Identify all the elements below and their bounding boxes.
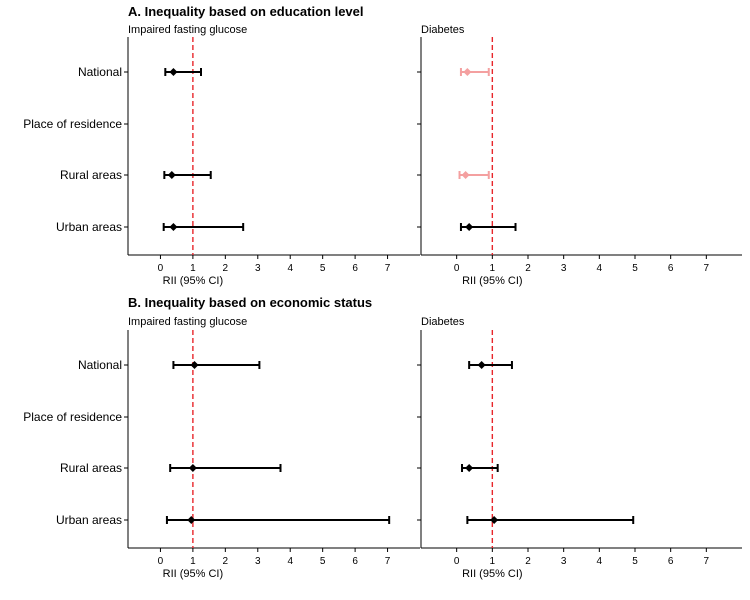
x-tick-label: 2 xyxy=(525,556,531,567)
section-title: A. Inequality based on education level xyxy=(128,4,364,19)
x-tick-label: 1 xyxy=(190,263,196,274)
x-axis-title: RII (95% CI) xyxy=(163,275,224,287)
x-tick-label: 7 xyxy=(385,556,391,567)
section-title: B. Inequality based on economic status xyxy=(128,295,372,310)
x-tick-label: 5 xyxy=(320,263,326,274)
row-label: Urban areas xyxy=(56,513,122,527)
x-tick-label: 5 xyxy=(632,263,638,274)
x-tick-label: 3 xyxy=(561,263,567,274)
estimate-point xyxy=(463,68,472,76)
x-tick-label: 0 xyxy=(158,263,164,274)
row-label: Rural areas xyxy=(60,461,122,475)
x-axis-title: RII (95% CI) xyxy=(462,275,523,287)
x-tick-label: 6 xyxy=(352,263,358,274)
x-tick-label: 2 xyxy=(223,556,229,567)
x-tick-label: 5 xyxy=(632,556,638,567)
x-tick-label: 3 xyxy=(255,263,261,274)
x-tick-label: 2 xyxy=(223,263,229,274)
x-tick-label: 1 xyxy=(490,556,496,567)
x-axis-title: RII (95% CI) xyxy=(462,568,523,580)
row-label: Place of residence xyxy=(23,117,122,131)
panel-title: Diabetes xyxy=(421,24,465,36)
x-tick-label: 7 xyxy=(704,556,710,567)
row-label: Urban areas xyxy=(56,220,122,234)
x-tick-label: 6 xyxy=(352,556,358,567)
x-tick-label: 1 xyxy=(190,556,196,567)
x-tick-label: 0 xyxy=(454,556,460,567)
panel-title: Impaired fasting glucose xyxy=(128,24,247,36)
panel-title: Diabetes xyxy=(421,316,465,328)
x-tick-label: 4 xyxy=(287,556,293,567)
x-tick-label: 4 xyxy=(287,263,293,274)
estimate-point xyxy=(190,361,199,369)
x-tick-label: 0 xyxy=(454,263,460,274)
estimate-point xyxy=(188,464,197,472)
estimate-point xyxy=(461,171,470,179)
x-tick-label: 7 xyxy=(385,263,391,274)
estimate-point xyxy=(465,464,474,472)
x-tick-label: 3 xyxy=(561,556,567,567)
x-tick-label: 6 xyxy=(668,263,674,274)
x-tick-label: 7 xyxy=(704,263,710,274)
estimate-point xyxy=(490,516,499,524)
estimate-point xyxy=(167,171,176,179)
estimate-point xyxy=(169,68,178,76)
estimate-point xyxy=(465,223,474,231)
x-tick-label: 5 xyxy=(320,556,326,567)
row-label: Rural areas xyxy=(60,168,122,182)
x-tick-label: 4 xyxy=(597,263,603,274)
estimate-point xyxy=(477,361,486,369)
row-label: National xyxy=(78,65,122,79)
x-tick-label: 0 xyxy=(158,556,164,567)
x-tick-label: 6 xyxy=(668,556,674,567)
panel-title: Impaired fasting glucose xyxy=(128,316,247,328)
x-tick-label: 2 xyxy=(525,263,531,274)
row-label: National xyxy=(78,358,122,372)
estimate-point xyxy=(187,516,196,524)
x-axis-title: RII (95% CI) xyxy=(163,568,224,580)
x-tick-label: 4 xyxy=(597,556,603,567)
row-label: Place of residence xyxy=(23,410,122,424)
estimate-point xyxy=(169,223,178,231)
x-tick-label: 1 xyxy=(490,263,496,274)
x-tick-label: 3 xyxy=(255,556,261,567)
